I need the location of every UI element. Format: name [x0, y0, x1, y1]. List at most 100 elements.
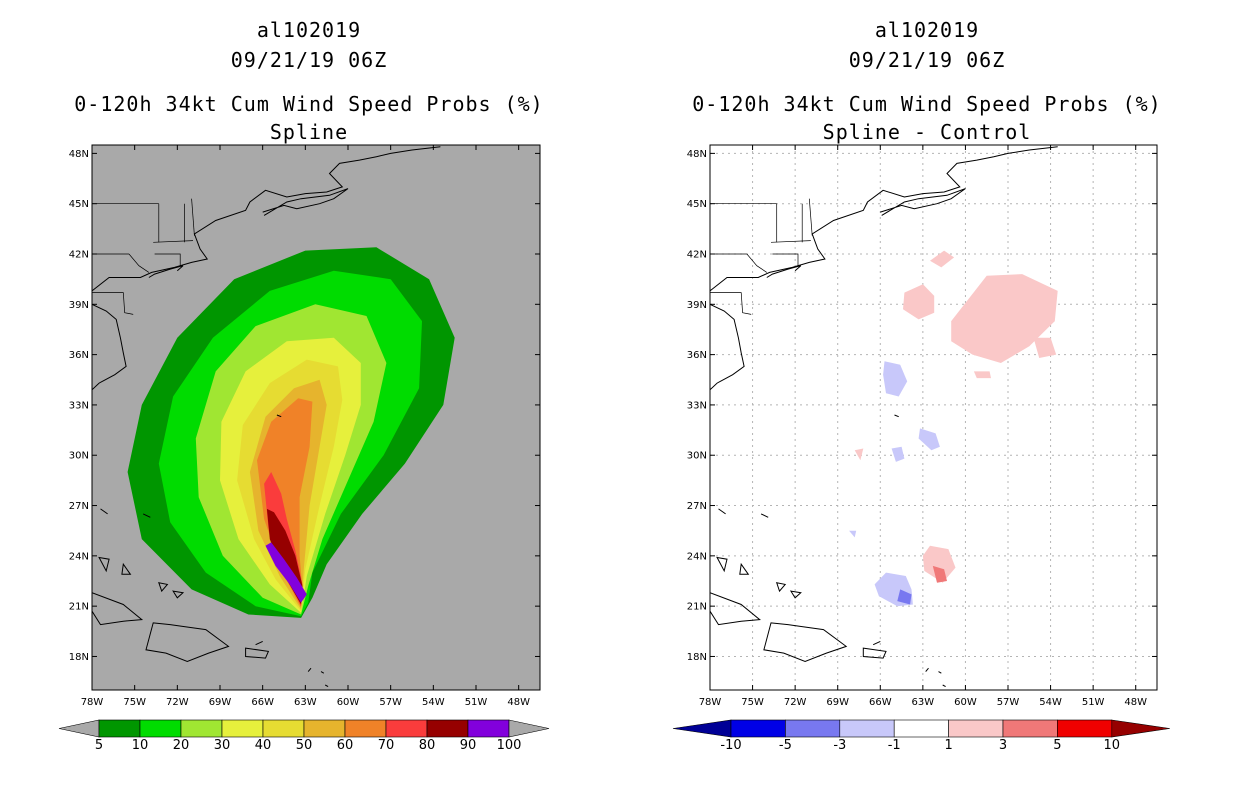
- colorbar-swatch: [262, 719, 305, 738]
- state-border: [808, 198, 813, 236]
- difference-patch: [930, 250, 955, 268]
- colorbar-label: 70: [378, 738, 395, 753]
- difference-patch: [891, 446, 905, 462]
- coastline: [880, 188, 966, 216]
- storm-id: al102019: [874, 18, 980, 42]
- colorbar-extend-high: [508, 719, 550, 738]
- map-outline: [92, 146, 441, 688]
- colorbar-extend-low: [58, 719, 100, 738]
- colorbar-swatch: [385, 719, 428, 738]
- island-outline: [255, 640, 263, 646]
- difference-patch: [903, 284, 935, 320]
- colorbar-label: 50: [296, 738, 313, 753]
- y-tick-label: 30N: [69, 451, 89, 462]
- coastline: [710, 303, 745, 391]
- difference-patch: [932, 565, 947, 583]
- island-outline: [245, 647, 270, 659]
- x-tick-label: 60W: [337, 697, 360, 708]
- y-tick-label: 39N: [687, 300, 707, 311]
- spline-map-chart: 78W 75W 72W 69W 66W 63W 60W 57W 54W 51W 48W 18N 21N 2…: [58, 144, 550, 753]
- island-outline: [276, 414, 282, 418]
- colorbar-swatch: [1002, 719, 1058, 738]
- y-tick-label: 36N: [69, 350, 89, 361]
- colorbar-label: 60: [337, 738, 354, 753]
- island-outline: [894, 414, 899, 418]
- island-outline: [862, 647, 887, 659]
- contour-90-percent: [265, 542, 307, 603]
- coastline: [92, 146, 441, 292]
- y-tick-label: 33N: [687, 400, 707, 411]
- colorbar-label: 10: [132, 738, 149, 753]
- y-tick-label: 24N: [687, 551, 707, 562]
- colorbar-swatch: [467, 719, 510, 738]
- y-tick-label: 33N: [69, 400, 89, 411]
- colorbar-extend-high: [1111, 719, 1170, 738]
- state-border: [710, 292, 752, 315]
- x-tick-label: 48W: [1124, 697, 1147, 708]
- island-outline: [324, 684, 329, 688]
- x-tick-label: 75W: [741, 697, 764, 708]
- plot-frame: [91, 144, 541, 691]
- island-outline: [142, 513, 151, 518]
- state-border: [191, 198, 195, 236]
- y-tick-label: 30N: [687, 451, 707, 462]
- colorbar: 5 10 20 30 40 50 60 70 80 90 100: [58, 719, 550, 753]
- state-border: [154, 253, 181, 266]
- colorbar-swatch: [180, 719, 223, 738]
- colorbar-label: 90: [460, 738, 477, 753]
- colorbar-label: -3: [833, 738, 846, 753]
- coastline: [262, 188, 349, 216]
- map-outline: [710, 146, 1058, 688]
- state-border: [746, 253, 767, 273]
- x-tick-label: 48W: [507, 697, 530, 708]
- chart-subtitle: Spline: [269, 120, 349, 144]
- difference-patch: [973, 371, 991, 379]
- colorbar-label: 3: [999, 738, 1007, 753]
- difference-patch: [951, 274, 1058, 363]
- y-tick-label: 18N: [687, 652, 707, 663]
- colorbar-swatch: [839, 719, 895, 738]
- island-outline: [763, 622, 848, 663]
- state-border: [92, 292, 134, 315]
- island-outline: [938, 671, 942, 674]
- x-tick-label: 60W: [954, 697, 977, 708]
- x-tick-label: 78W: [699, 697, 722, 708]
- y-tick-label: 45N: [687, 199, 707, 210]
- datetime: 09/21/19 06Z: [848, 48, 1006, 72]
- panel-spline: al102019 09/21/19 06Z 0-120h 34kt Cum Wi…: [58, 18, 550, 753]
- island-outline: [307, 667, 312, 672]
- island-outline: [172, 590, 185, 599]
- difference-patch: [883, 361, 908, 397]
- y-tick-label: 21N: [687, 602, 707, 613]
- colorbar-label: 20: [173, 738, 190, 753]
- island-outline: [145, 622, 230, 663]
- colorbar-swatch: [426, 719, 469, 738]
- contour-60-percent: [257, 398, 313, 608]
- x-tick-label: 51W: [465, 697, 488, 708]
- state-border: [153, 240, 194, 243]
- x-tick-label: 66W: [251, 697, 274, 708]
- coastline: [92, 303, 127, 391]
- island-outline: [925, 667, 929, 672]
- colorbar-label: 30: [214, 738, 231, 753]
- colorbar: -10 -5 -3 -1 1 3 5 10: [672, 719, 1170, 753]
- island-outline: [872, 640, 881, 646]
- x-tick-label: 57W: [997, 697, 1020, 708]
- y-tick-label: 45N: [69, 199, 89, 210]
- state-border: [770, 240, 811, 243]
- colorbar-label: 10: [1104, 738, 1121, 753]
- colorbar-extend-low: [672, 719, 732, 738]
- colorbar-label: 40: [255, 738, 272, 753]
- difference-patch: [849, 530, 857, 538]
- colorbar-label: -5: [779, 738, 792, 753]
- island-outline: [92, 592, 144, 626]
- y-tick-label: 21N: [69, 602, 89, 613]
- datetime: 09/21/19 06Z: [230, 48, 388, 72]
- x-tick-label: 63W: [294, 697, 317, 708]
- colorbar-label: 80: [419, 738, 436, 753]
- coastline: [148, 265, 184, 278]
- y-tick-label: 39N: [69, 300, 89, 311]
- difference-patch: [1033, 337, 1057, 358]
- y-tick-label: 42N: [687, 250, 707, 261]
- storm-id: al102019: [256, 18, 362, 42]
